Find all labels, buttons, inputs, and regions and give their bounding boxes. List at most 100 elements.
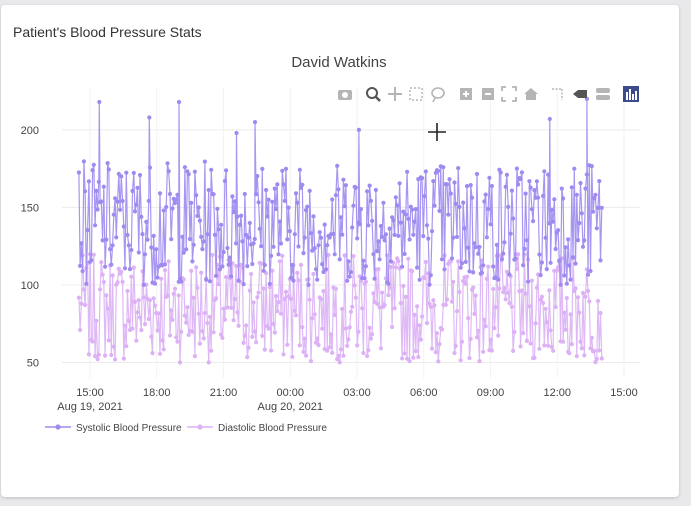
data-point [81,159,86,164]
data-point [96,179,101,184]
data-point [111,344,116,349]
data-point [420,314,425,319]
legend-label: Diastolic Blood Pressure [218,423,327,434]
legend-item[interactable]: Systolic Blood Pressure [45,423,182,434]
data-point [429,229,435,234]
data-point [417,323,422,328]
data-point [290,262,295,268]
data-point [312,246,317,251]
data-point [219,222,224,227]
data-point [483,324,488,329]
data-point [296,244,301,249]
data-point [462,226,467,231]
data-point [561,196,566,201]
data-point [83,189,88,194]
data-point [207,279,212,284]
reset-axes-icon[interactable] [524,88,538,100]
data-point [345,343,350,348]
hover-compare-icon[interactable] [596,88,610,100]
hover-closest-tag [573,90,587,98]
data-point [402,351,407,356]
autoscale-icon[interactable] [501,86,517,102]
data-point [552,197,557,202]
hover-compare-bottom [596,95,610,100]
data-point [424,223,430,228]
data-point [192,354,197,359]
data-point [326,252,331,258]
data-point [547,116,552,122]
data-point [277,219,282,224]
data-point [397,181,402,186]
plotly-logo-bar [635,91,637,100]
data-point [546,343,551,348]
data-point [436,168,441,173]
data-point [277,259,282,264]
legend-item[interactable]: Diastolic Blood Pressure [187,423,327,434]
data-point [347,274,352,279]
plotly-logo-icon[interactable] [623,86,639,102]
data-point [497,286,502,291]
data-point [395,203,400,208]
data-point [249,271,254,277]
data-point [266,197,271,202]
data-point [116,266,121,271]
legend[interactable]: Systolic Blood Pressure Diastolic Blood P… [45,423,327,434]
data-point [431,179,436,184]
zoom-in-icon[interactable] [460,88,472,100]
zoom-icon[interactable] [366,87,381,102]
series-group[interactable] [76,96,604,365]
spike-lines-icon[interactable] [552,88,563,100]
data-point [270,199,275,204]
data-point [182,165,187,170]
data-point [308,231,314,236]
modebar[interactable] [338,86,639,103]
data-point [464,184,470,189]
data-point [147,298,153,303]
data-point [529,207,535,212]
data-point [94,318,99,323]
data-point [251,300,256,305]
data-point [538,273,543,278]
data-point [598,258,603,263]
data-point [234,130,239,136]
data-point [527,304,532,309]
data-point [381,200,386,205]
data-point [536,195,541,200]
data-point [295,270,300,275]
data-point [367,183,372,188]
camera-icon[interactable] [338,90,352,100]
data-point [267,281,272,286]
data-point [471,270,476,275]
data-point [492,326,497,331]
data-point [343,183,348,188]
data-point [200,247,205,252]
data-point [431,298,436,303]
data-point [122,323,128,328]
pan-icon[interactable] [388,87,402,101]
data-point [300,325,305,330]
data-point [356,329,361,334]
data-point [313,267,319,272]
data-point [278,311,284,316]
data-point [190,259,195,264]
data-point [147,115,152,120]
data-point [437,208,442,213]
box-select-icon[interactable] [409,87,423,101]
autoscale-corners [501,86,517,102]
hover-closest-icon[interactable] [573,90,587,98]
data-point [220,335,225,340]
data-point [386,281,391,286]
data-point [533,321,538,326]
x-tick-label: 12:00 [543,387,571,399]
data-point [97,99,102,105]
data-point [105,161,110,166]
data-point [574,354,579,359]
lasso-select-icon[interactable] [431,87,445,103]
data-point [255,174,260,179]
zoom-out-icon[interactable] [482,88,494,100]
data-point [264,187,269,193]
data-point [406,216,411,221]
data-point [104,293,109,298]
data-point [226,262,231,267]
